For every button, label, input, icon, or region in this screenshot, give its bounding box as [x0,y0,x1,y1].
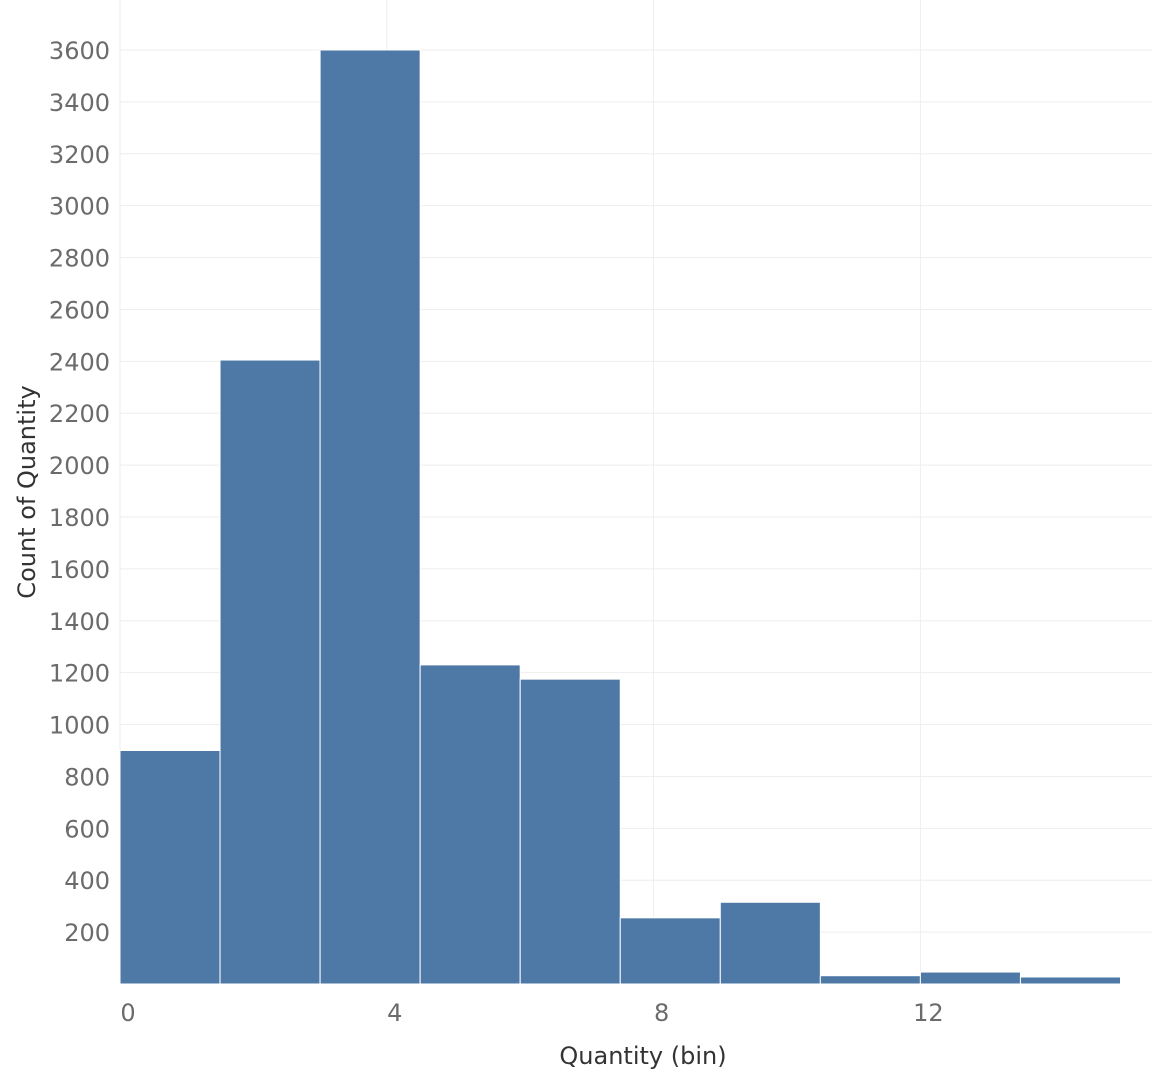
histogram-bar [819,975,921,985]
y-tick-label: 1000 [49,712,110,740]
x-tick-label: 12 [913,999,944,1027]
histogram-bar [219,359,321,985]
y-axis-title: Count of Quantity [13,385,41,598]
y-tick-label: 1200 [49,660,110,688]
y-tick-label: 2000 [49,452,110,480]
y-tick-label: 600 [64,815,110,843]
y-tick-label: 400 [64,867,110,895]
histogram-bar [619,917,721,985]
histogram-bar [519,678,621,985]
y-tick-label: 1800 [49,504,110,532]
x-axis-ticks: 0 4 8 12 [120,999,943,1027]
x-axis-title: Quantity (bin) [559,1042,726,1070]
y-axis-ticks: 200 400 600 800 1000 1200 1400 1600 1800 2000 2200… [49,37,110,947]
y-tick-label: 3000 [49,193,110,221]
histogram-bar [419,664,521,985]
y-tick-label: 200 [64,919,110,947]
y-tick-label: 1600 [49,556,110,584]
y-tick-label: 2400 [49,348,110,376]
histogram-bar [119,750,221,985]
y-tick-label: 3200 [49,141,110,169]
histogram-bar [1019,976,1122,985]
x-tick-label: 8 [654,999,669,1027]
y-tick-label: 2600 [49,296,110,324]
x-tick-label: 0 [120,999,135,1027]
x-tick-label: 4 [387,999,402,1027]
y-tick-label: 3600 [49,37,110,65]
bars [119,49,1122,985]
y-tick-label: 3400 [49,89,110,117]
y-tick-label: 2800 [49,245,110,273]
histogram-bar [319,49,421,985]
histogram-bar [719,901,821,985]
y-tick-label: 800 [64,763,110,791]
histogram-bar [919,971,1021,985]
y-tick-label: 1400 [49,608,110,636]
y-tick-label: 2200 [49,400,110,428]
